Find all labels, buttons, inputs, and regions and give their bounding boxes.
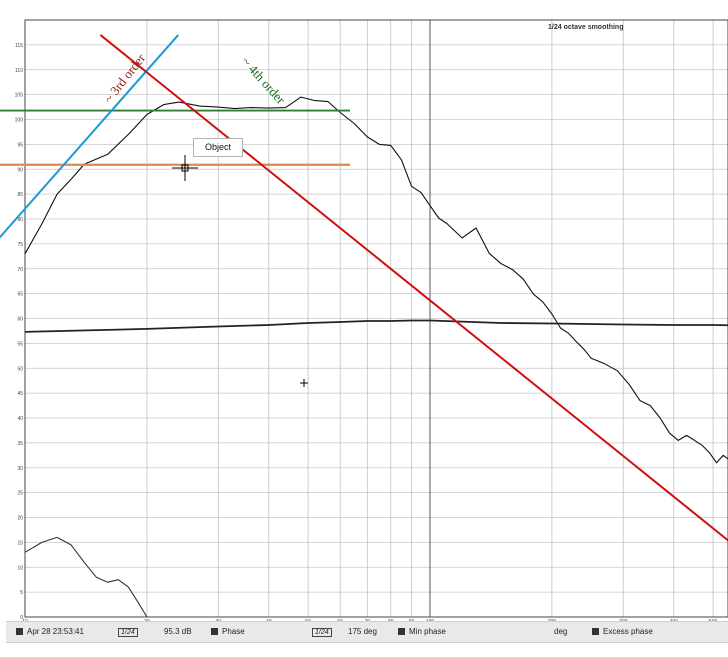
y-tick-label: 25 [17, 491, 23, 497]
y-tick-label: 95 [17, 142, 23, 148]
y-tick-label: 0 [20, 615, 23, 621]
annotation-4th-order: ~ 4th order [239, 54, 289, 107]
smoothing-b[interactable]: 1/24 [312, 627, 332, 637]
y-tick-label: 30 [17, 466, 23, 472]
asymptote-line [99, 34, 728, 542]
smoothing-label: 1/24 octave smoothing [548, 24, 624, 31]
level-value: 95.3 dB [164, 627, 192, 636]
y-tick-label: 35 [17, 441, 23, 447]
y-tick-label: 80 [17, 217, 23, 223]
timestamp: Apr 28 23:53:41 [27, 627, 84, 636]
excess-phase-label: Excess phase [603, 627, 653, 636]
y-tick-label: 70 [17, 267, 23, 273]
y-tick-label: 15 [17, 540, 23, 546]
asymptote-line [0, 34, 180, 239]
y-tick-label: 100 [15, 118, 24, 124]
y-tick-label: 115 [15, 43, 23, 49]
y-tick-label: 55 [17, 341, 23, 347]
smoothing-a[interactable]: 1/24 [118, 627, 138, 637]
excess-phase-item[interactable]: Excess phase [592, 627, 653, 636]
crosshair-cursor[interactable] [172, 155, 198, 181]
plot-frame [24, 19, 728, 618]
series-line-phase [24, 536, 148, 618]
trace-swatch-icon [16, 628, 23, 635]
legend-bar: Apr 28 23:53:41 1/24 95.3 dB Phase 1/24 … [6, 621, 728, 643]
plus-cursor-icon [300, 379, 308, 387]
y-tick-label: 105 [15, 93, 24, 99]
y-tick-label: 110 [15, 68, 23, 74]
y-tick-label: 90 [17, 167, 23, 173]
phase-label: Phase [222, 627, 245, 636]
y-tick-label: 10 [17, 565, 23, 571]
min-phase-label: Min phase [409, 627, 446, 636]
asymptote-overlays [0, 34, 728, 542]
y-tick-label: 85 [17, 192, 23, 198]
y-tick-label: 60 [17, 317, 23, 323]
y-tick-labels: 1151101051009590858075706560555045403530… [15, 43, 24, 621]
excess-phase-swatch-icon [592, 628, 599, 635]
phase-value: 175 deg [348, 627, 377, 636]
y-tick-label: 75 [17, 242, 23, 248]
series-line-excess-group-delay [24, 319, 728, 333]
phase-item[interactable]: Phase [211, 627, 245, 636]
min-phase-swatch-icon [398, 628, 405, 635]
series-line-magnitude [24, 96, 728, 464]
min-phase-value: deg [554, 627, 568, 636]
y-tick-label: 40 [17, 416, 23, 422]
y-tick-label: 50 [17, 366, 23, 372]
y-tick-label: 45 [17, 391, 23, 397]
min-phase-item[interactable]: Min phase [398, 627, 446, 636]
smoothing-icon: 1/24 [312, 628, 332, 637]
y-tick-label: 65 [17, 292, 23, 298]
y-tick-label: 5 [20, 590, 23, 596]
grid-lines [24, 19, 728, 618]
timestamp-item[interactable]: Apr 28 23:53:41 [16, 627, 84, 636]
y-tick-label: 20 [17, 516, 23, 522]
phase-swatch-icon [211, 628, 218, 635]
data-series [24, 96, 728, 618]
object-tooltip: Object [193, 138, 243, 157]
smoothing-icon: 1/24 [118, 628, 138, 637]
